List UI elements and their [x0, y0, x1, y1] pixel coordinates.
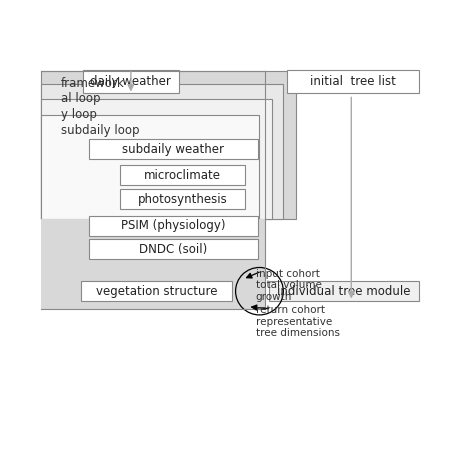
Bar: [41, 84, 283, 219]
Text: input cohort
total volume
growth: input cohort total volume growth: [256, 269, 322, 302]
Bar: [82, 282, 232, 301]
Text: photosynthesis: photosynthesis: [137, 192, 227, 206]
Bar: [89, 139, 258, 159]
Bar: [89, 216, 258, 236]
Text: subdaily weather: subdaily weather: [122, 143, 224, 155]
Text: al loop: al loop: [61, 91, 100, 105]
Text: microclimate: microclimate: [144, 169, 221, 182]
Text: DNDC (soil): DNDC (soil): [139, 243, 207, 256]
Bar: [287, 70, 419, 93]
Text: vegetation structure: vegetation structure: [96, 285, 218, 298]
Text: framework: framework: [61, 77, 125, 90]
Bar: [269, 282, 419, 301]
Bar: [120, 165, 245, 185]
Text: y loop: y loop: [61, 108, 97, 121]
Text: initial  tree list: initial tree list: [310, 75, 396, 88]
Text: PSIM (physiology): PSIM (physiology): [121, 219, 225, 232]
Bar: [120, 189, 245, 209]
Bar: [89, 239, 258, 259]
Bar: [41, 99, 272, 219]
Bar: [83, 70, 179, 93]
Text: return cohort
representative
tree dimensions: return cohort representative tree dimens…: [256, 305, 340, 338]
Bar: [41, 72, 296, 219]
Bar: [41, 115, 259, 219]
Text: individual tree module: individual tree module: [277, 285, 410, 298]
Text: subdaily loop: subdaily loop: [61, 124, 139, 137]
Text: daily weather: daily weather: [91, 75, 171, 88]
Bar: [41, 219, 265, 309]
